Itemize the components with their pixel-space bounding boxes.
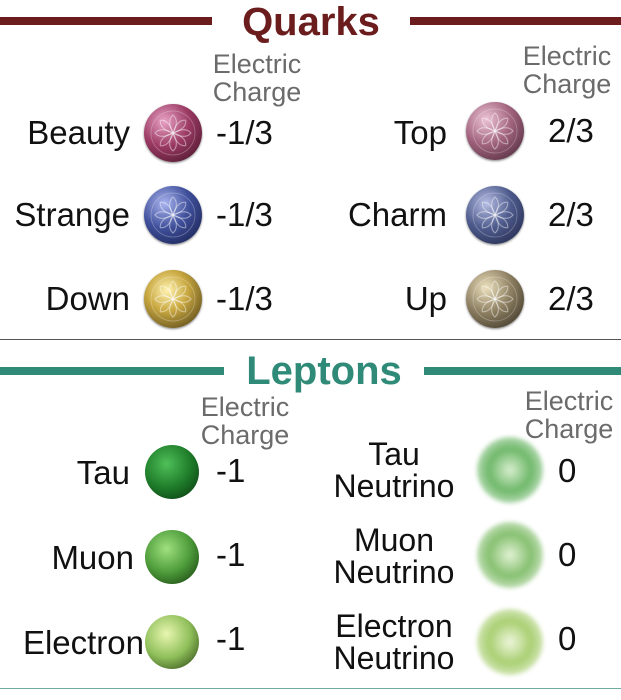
lepton-name-electron: Electron	[22, 624, 144, 661]
lepton-ball-electron	[145, 615, 199, 669]
lepton-ball-muon-neutrino	[477, 522, 543, 588]
lepton-charge-electron: -1	[216, 620, 246, 657]
lepton-name-muon-neutrino: Muon Neutrino	[333, 522, 455, 590]
quark-pattern	[472, 192, 518, 238]
quark-name-strange: Strange	[14, 196, 130, 233]
quark-pattern	[150, 110, 196, 156]
quarks-rule-right	[410, 17, 621, 25]
lepton-ball-electron-neutrino	[477, 609, 543, 675]
quark-pattern	[150, 276, 196, 322]
leptons-charge-header-left: Electric Charge	[200, 392, 290, 450]
quark-ball-top	[466, 102, 524, 160]
lepton-ball-tau	[145, 445, 199, 499]
lepton-charge-tau: -1	[216, 452, 246, 489]
quark-pattern	[472, 108, 518, 154]
quark-ball-down	[144, 270, 202, 328]
quark-pattern	[472, 276, 518, 322]
lepton-charge-electron-neutrino: 0	[558, 620, 577, 657]
quark-name-up: Up	[404, 280, 447, 317]
quark-ball-charm	[466, 186, 524, 244]
lepton-name-tau: Tau	[76, 454, 130, 491]
quark-pattern	[150, 192, 196, 238]
quark-charge-down: -1/3	[216, 280, 273, 317]
lepton-ball-tau-neutrino	[477, 437, 543, 503]
quark-ball-up	[466, 270, 524, 328]
quark-name-charm: Charm	[347, 196, 447, 233]
lepton-name-tau-neutrino: Tau Neutrino	[333, 436, 455, 504]
lepton-charge-tau-neutrino: 0	[558, 452, 577, 489]
quark-charge-charm: 2/3	[548, 196, 594, 233]
quark-charge-beauty: -1/3	[216, 114, 273, 151]
quark-charge-top: 2/3	[548, 112, 594, 149]
leptons-rule-right	[424, 367, 621, 375]
leptons-charge-header-right: Electric Charge	[524, 386, 614, 444]
lepton-charge-muon: -1	[216, 536, 246, 573]
lepton-name-electron-neutrino: Electron Neutrino	[333, 608, 455, 676]
quark-name-top: Top	[393, 114, 447, 151]
section-separator	[0, 339, 621, 340]
leptons-title: Leptons	[246, 349, 402, 393]
quarks-charge-header-right: Electric Charge	[522, 41, 612, 99]
quark-ball-strange	[144, 186, 202, 244]
bottom-separator	[0, 688, 621, 689]
leptons-rule-left	[0, 367, 224, 375]
quark-ball-beauty	[144, 104, 202, 162]
quark-name-down: Down	[45, 280, 130, 317]
lepton-charge-muon-neutrino: 0	[558, 536, 577, 573]
quarks-charge-header-left: Electric Charge	[212, 49, 302, 107]
quark-charge-strange: -1/3	[216, 196, 273, 233]
quarks-rule-left	[0, 17, 212, 25]
lepton-name-muon: Muon	[51, 539, 134, 576]
lepton-ball-muon	[145, 530, 199, 584]
quark-name-beauty: Beauty	[27, 114, 130, 151]
quarks-title: Quarks	[242, 0, 380, 44]
quark-charge-up: 2/3	[548, 280, 594, 317]
